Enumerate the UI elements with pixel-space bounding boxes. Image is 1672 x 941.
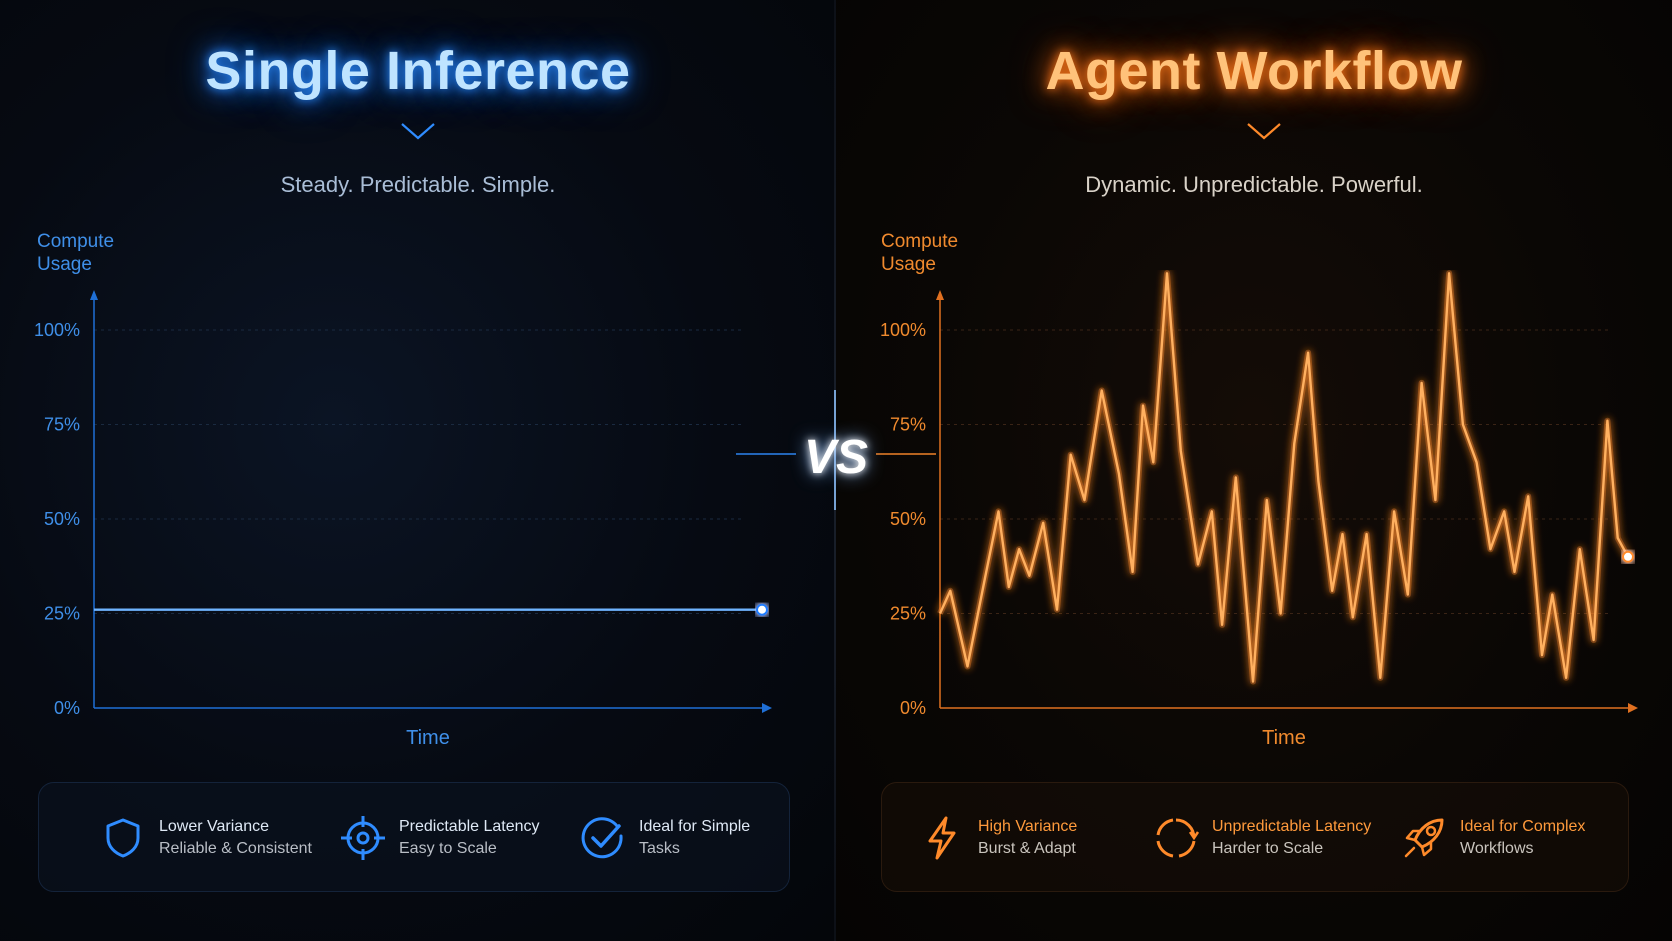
- y-tick-label: 25%: [44, 604, 80, 624]
- y-tick-label: 50%: [44, 509, 80, 529]
- feature-ideal-simple: Ideal for Simple Tasks: [579, 813, 750, 863]
- x-axis-arrow: [762, 703, 772, 713]
- single-inference-panel: Single Inference Steady. Predictable. Si…: [0, 0, 836, 941]
- y-tick-label: 25%: [890, 604, 926, 624]
- feature-ideal-complex: Ideal for Complex Workflows: [1400, 813, 1585, 863]
- y-tick-label: 0%: [900, 698, 926, 718]
- data-point: [1622, 550, 1634, 563]
- refresh-circle-icon: [1156, 818, 1200, 858]
- check-circle-icon: [581, 817, 623, 859]
- y-axis-label-line1: Compute: [881, 231, 959, 252]
- y-axis-label-line1: Compute: [37, 231, 115, 252]
- x-axis-label: Time: [1262, 727, 1306, 749]
- shield-icon: [106, 818, 140, 858]
- panel-subtitle: Dynamic. Unpredictable. Powerful.: [1085, 172, 1423, 197]
- agent-workflow-panel: Agent Workflow Dynamic. Unpredictable. P…: [836, 0, 1672, 941]
- y-axis-label: Compute Usage: [881, 230, 958, 276]
- feature-subtitle: Tasks: [639, 840, 680, 857]
- feature-title: Unpredictable Latency: [1212, 818, 1372, 835]
- series-line-glow: [937, 270, 1631, 685]
- feature-title: Lower Variance: [159, 818, 269, 835]
- vs-glow: [736, 390, 936, 510]
- lightning-icon: [928, 816, 956, 860]
- feature-title: Predictable Latency: [399, 818, 540, 835]
- single-inference-chart: 0% 25% 50% 75% 100% Time: [34, 290, 772, 749]
- vs-badge: VS: [736, 390, 936, 510]
- agent-workflow-chart: 0% 25% 50% 75% 100% Time: [880, 270, 1638, 749]
- panel-title: Agent Workflow: [1045, 41, 1463, 101]
- feature-title: Ideal for Complex: [1460, 818, 1586, 835]
- features-box: Lower Variance Reliable & Consistent Pre…: [38, 782, 790, 892]
- y-axis-arrow: [90, 290, 98, 300]
- x-axis-arrow: [1628, 703, 1638, 713]
- data-point: [756, 603, 768, 616]
- rocket-icon: [1404, 818, 1444, 858]
- feature-subtitle: Harder to Scale: [1212, 840, 1324, 857]
- feature-title: Ideal for Simple: [639, 818, 751, 835]
- title-divider: [1026, 123, 1502, 140]
- panel-title: Single Inference: [205, 41, 631, 101]
- title-divider: [180, 123, 656, 140]
- feature-subtitle: Workflows: [1460, 840, 1534, 857]
- feature-subtitle: Reliable & Consistent: [159, 840, 312, 857]
- y-tick-label: 75%: [44, 415, 80, 435]
- feature-subtitle: Easy to Scale: [399, 840, 497, 857]
- features-box: High Variance Burst & Adapt Unpredictabl…: [881, 782, 1629, 892]
- feature-title: High Variance: [978, 818, 1078, 835]
- feature-lower-variance: Lower Variance Reliable & Consistent: [99, 813, 312, 863]
- y-tick-label: 0%: [54, 698, 80, 718]
- y-axis-label-line2: Usage: [37, 254, 92, 275]
- feature-predictable-latency: Predictable Latency Easy to Scale: [339, 813, 540, 863]
- y-tick-label: 100%: [880, 320, 926, 340]
- series-line: [938, 272, 1630, 683]
- target-icon: [341, 816, 385, 860]
- feature-high-variance: High Variance Burst & Adapt: [918, 813, 1077, 863]
- y-axis-arrow: [936, 290, 944, 300]
- y-tick-label: 75%: [890, 415, 926, 435]
- vs-label: VS: [803, 431, 869, 484]
- y-tick-label: 50%: [890, 509, 926, 529]
- feature-unpredictable-latency: Unpredictable Latency Harder to Scale: [1152, 813, 1371, 863]
- y-axis-label-line2: Usage: [881, 254, 936, 275]
- feature-subtitle: Burst & Adapt: [978, 840, 1076, 857]
- y-axis-label: Compute Usage: [37, 230, 114, 276]
- panel-subtitle: Steady. Predictable. Simple.: [280, 172, 556, 197]
- x-axis-label: Time: [406, 727, 450, 749]
- y-tick-label: 100%: [34, 320, 80, 340]
